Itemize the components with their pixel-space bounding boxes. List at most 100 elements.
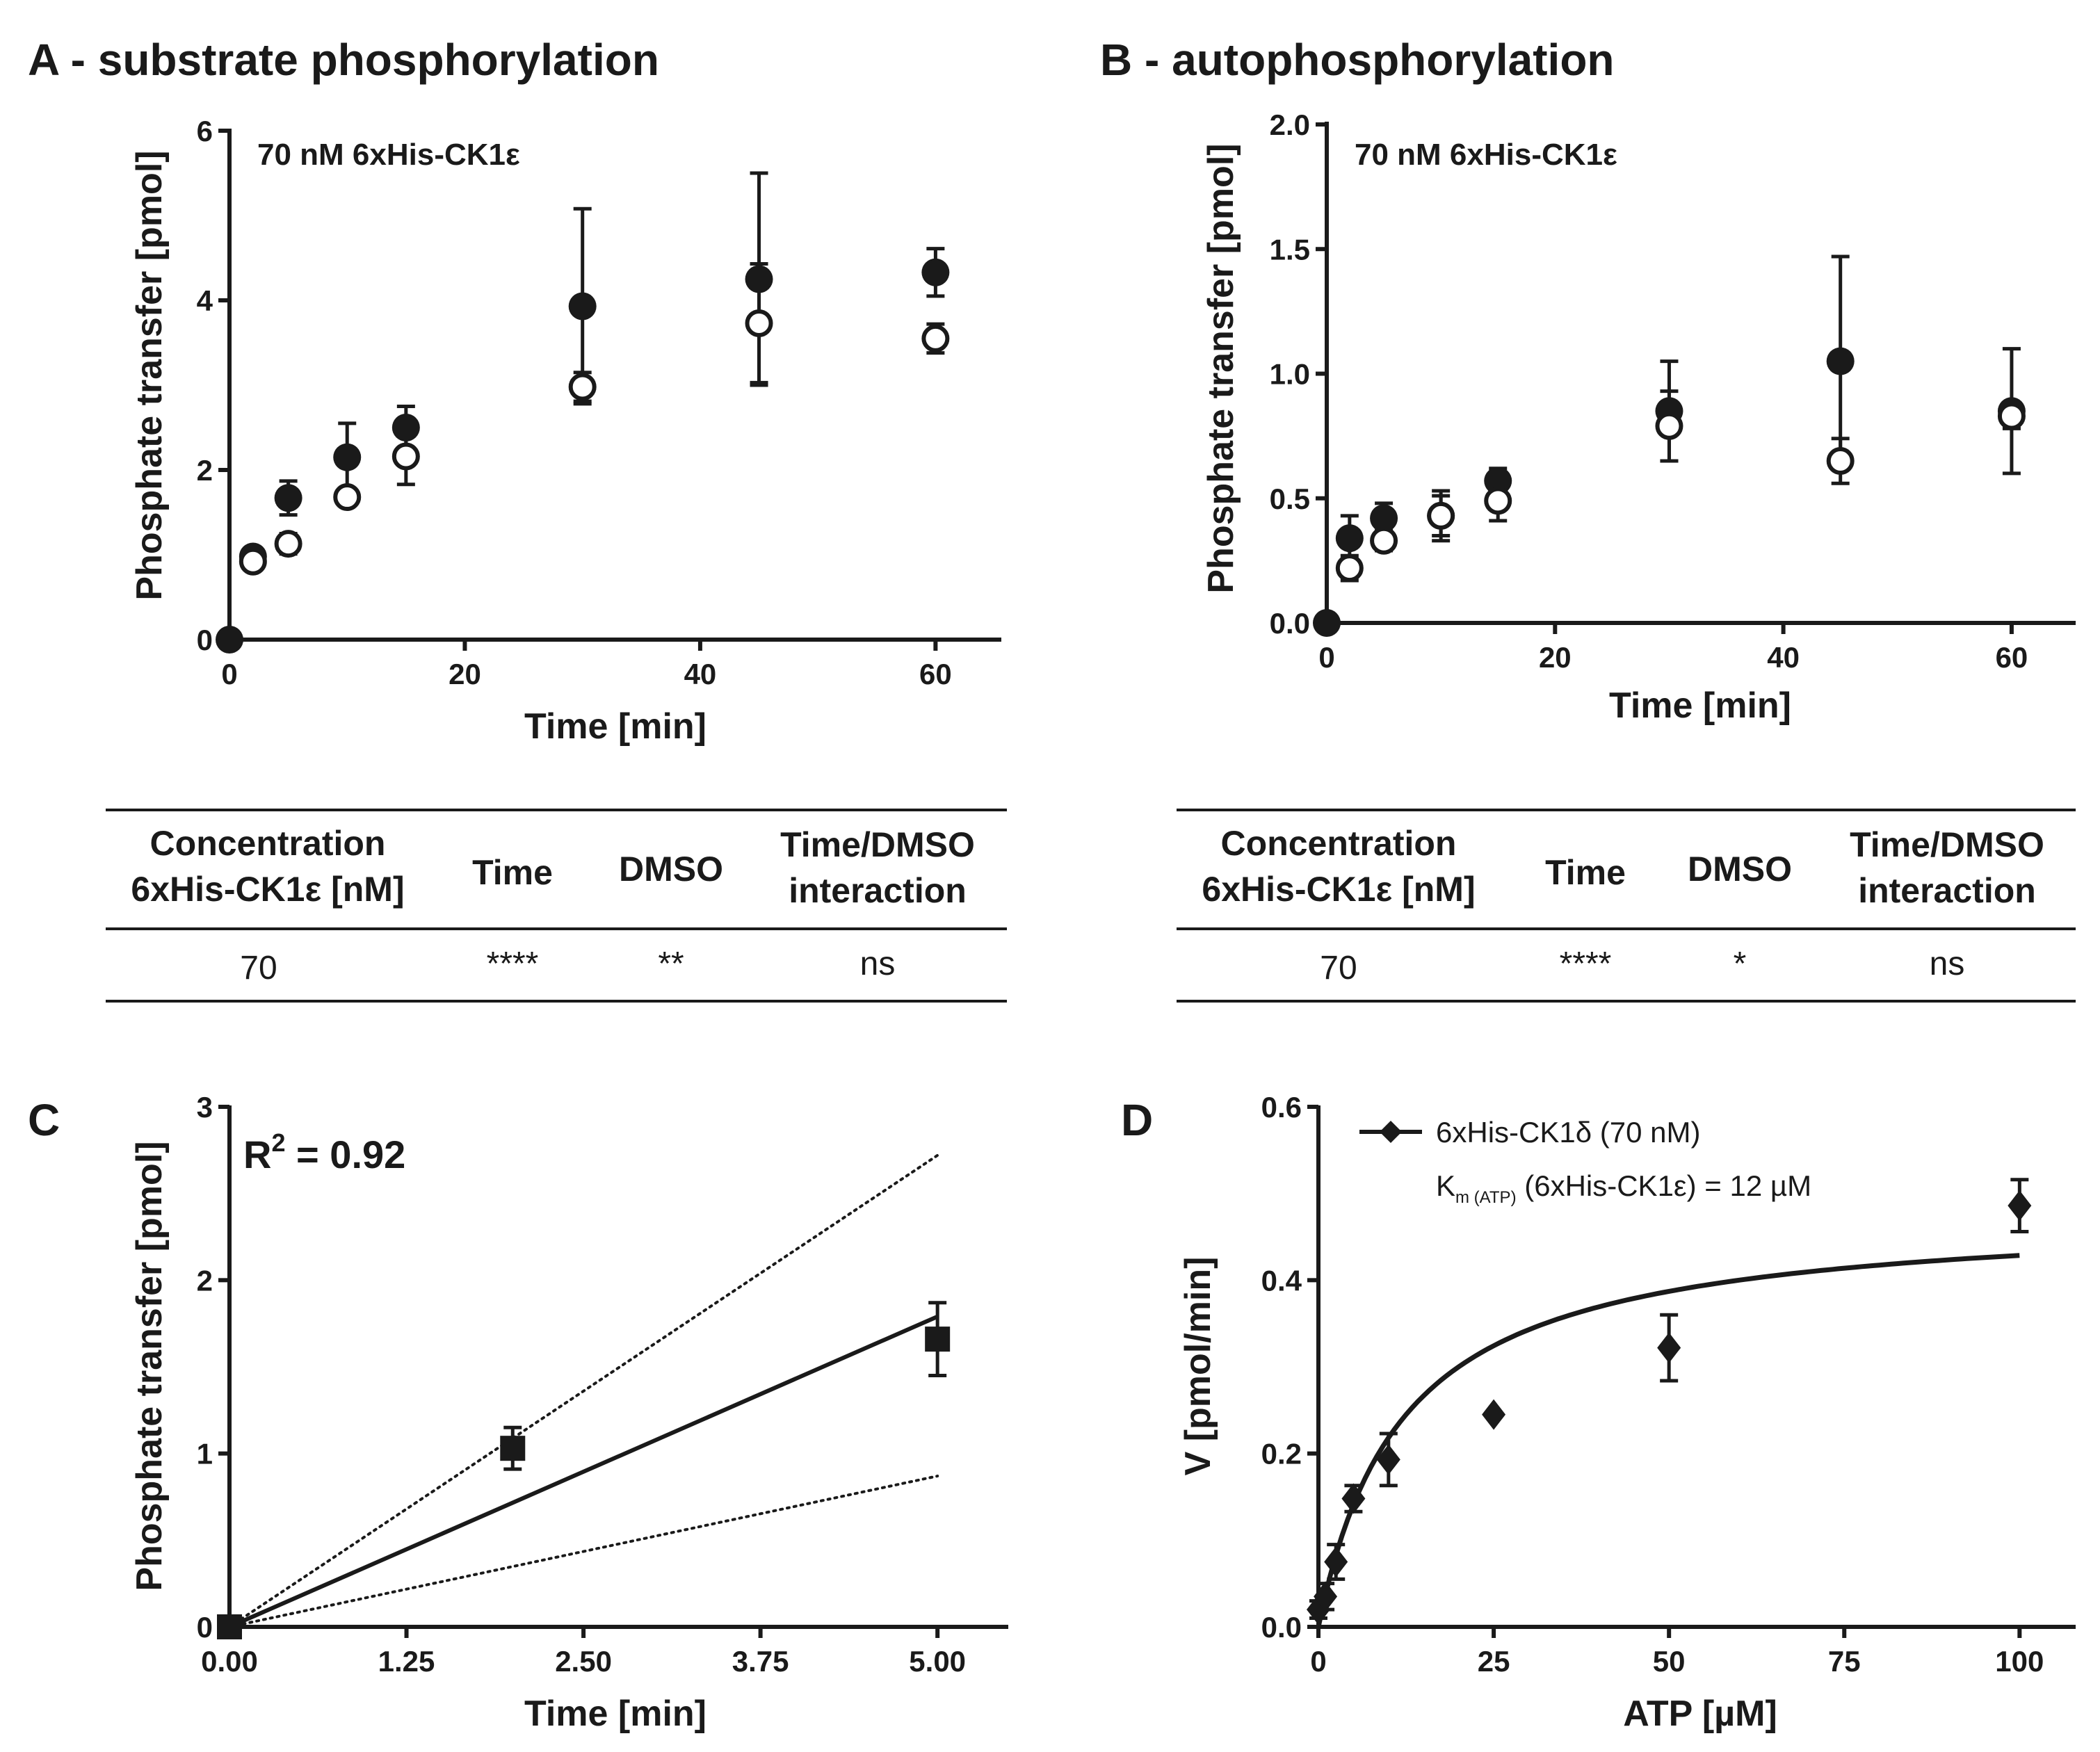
- table-b-cell-dmso: *: [1734, 946, 1747, 982]
- panel-d-axes: [1316, 1105, 2076, 1629]
- panel-d-fit-curve: [1316, 1253, 2020, 1628]
- panel-c-point-data: [925, 1327, 951, 1352]
- panel-c-fit-line: [228, 1314, 939, 1629]
- panel-b-point-open: [1335, 554, 1364, 583]
- table-a-cell-time: ****: [487, 946, 539, 982]
- table-b-cell-time: ****: [1560, 946, 1612, 982]
- panel-b-point-filled: [1313, 609, 1341, 637]
- panel-c-y-tick-label: 0: [197, 1611, 213, 1644]
- panel-d-point-6xhis-ck1-70-nm-: [1482, 1399, 1506, 1430]
- table-a-header-interaction-1: Time/DMSO: [780, 825, 975, 864]
- panel-b-y-label: Phosphate transfer [pmol]: [1201, 143, 1241, 593]
- panel-a-y-tick-label: 4: [197, 284, 213, 317]
- panel-a-y-label: Phosphate transfer [pmol]: [129, 150, 170, 600]
- panel-b-x-label: Time [min]: [1609, 686, 1791, 726]
- panel-c-y-tick-label: 2: [197, 1264, 213, 1297]
- table-b-header-dmso: DMSO: [1688, 850, 1792, 889]
- panel-c-r-superscript: 2: [271, 1128, 285, 1157]
- panel-a-point-open: [333, 483, 362, 512]
- panel-a-point-filled: [333, 443, 362, 471]
- legend-diamond-icon: [1380, 1121, 1402, 1143]
- panel-b-axes: [1325, 122, 2076, 625]
- table-b-header-interaction-1: Time/DMSO: [1850, 825, 2044, 864]
- panel-a-plot: 0 20 40 60 0 2 4 6: [197, 115, 952, 690]
- table-b-cell-concentration: 70: [1320, 950, 1357, 987]
- panel-d-x-tick-label: 25: [1478, 1645, 1510, 1678]
- panel-a: A - substrate phosphorylation 0 20 40 60 0 2 4…: [28, 35, 1001, 747]
- panel-a-point-open: [921, 324, 950, 352]
- legend-km-subscript: m (ATP): [1455, 1188, 1517, 1207]
- panel-a-inner-label: 70 nM 6xHis-CK1ε: [257, 138, 520, 172]
- panel-c-axes: [227, 1105, 1008, 1629]
- panel-b-title: B - autophosphorylation: [1100, 35, 1615, 85]
- panel-a-y-tick-label: 6: [197, 115, 213, 147]
- panel-a-point-open: [745, 309, 773, 337]
- table-a-header-concentration-1: Concentration: [150, 824, 386, 863]
- panel-c-r-squared: R2 = 0.92: [243, 1128, 405, 1176]
- panel-d-letter: D: [1121, 1095, 1153, 1145]
- panel-b-y-tick-label: 0.5: [1270, 482, 1310, 515]
- panel-d: D 0 25 50 75 100 0.0 0.2 0.4 0.6 6xHis-CK1δ (70 …: [1121, 1091, 2076, 1734]
- legend-km-rest: (6xHis-CK1ε) = 12 µM: [1517, 1169, 1812, 1202]
- panel-b-x-tick-label: 40: [1767, 641, 1800, 674]
- legend-km-text: Km (ATP) (6xHis-CK1ε) = 12 µM: [1436, 1169, 1811, 1207]
- legend-km-k: K: [1436, 1169, 1455, 1202]
- panel-d-point-6xhis-ck1-70-nm-: [1341, 1483, 1366, 1514]
- panel-b-y-tick-label: 1.0: [1270, 358, 1310, 391]
- panel-a-x-tick-label: 0: [221, 658, 237, 690]
- panel-a-y-tick-label: 0: [197, 624, 213, 656]
- panel-d-x-tick-label: 100: [1995, 1645, 2044, 1678]
- panel-d-y-tick-label: 0.2: [1261, 1438, 1302, 1470]
- panel-b-y-tick-label: 2.0: [1270, 108, 1310, 141]
- panel-b-y-tick-label: 1.5: [1270, 233, 1310, 266]
- panel-c-y-tick-label: 1: [197, 1438, 213, 1470]
- panel-d-point-6xhis-ck1-70-nm-: [2008, 1190, 2032, 1222]
- panel-c-point-data: [217, 1614, 242, 1639]
- table-a-header-dmso: DMSO: [619, 850, 723, 889]
- panel-c-x-tick-label: 2.50: [555, 1645, 612, 1678]
- panel-b-x-tick-label: 60: [1996, 641, 2028, 674]
- panel-d-plot: 0 25 50 75 100 0.0 0.2 0.4 0.6: [1261, 1091, 2044, 1678]
- table-b-cell-interaction: ns: [1930, 946, 1965, 982]
- panel-a-point-filled: [568, 292, 597, 321]
- panel-c-ci-upper-line: [228, 1153, 939, 1628]
- panel-d-legend: 6xHis-CK1δ (70 nM) Km (ATP) (6xHis-CK1ε)…: [1359, 1116, 1811, 1207]
- panel-a-x-tick-label: 60: [919, 658, 952, 690]
- table-b-header-concentration-1: Concentration: [1221, 824, 1457, 863]
- panel-b-plot: 0 20 40 60 0.0 0.5 1.0 1.5 2.0: [1270, 108, 2028, 674]
- panel-b-y-tick-label: 0.0: [1270, 607, 1310, 640]
- panel-d-point-6xhis-ck1-70-nm-: [1376, 1444, 1400, 1475]
- panel-c-y-label: Phosphate transfer [pmol]: [129, 1141, 170, 1591]
- panel-c-plot: 0.00 1.25 2.50 3.75 5.00 0 1 2 3: [197, 1091, 966, 1678]
- panel-a-y-tick-label: 2: [197, 454, 213, 487]
- panel-c-r-value: = 0.92: [285, 1133, 405, 1176]
- panel-d-x-tick-label: 50: [1653, 1645, 1686, 1678]
- table-a-cell-dmso: **: [658, 946, 684, 982]
- table-b-header-interaction-2: interaction: [1858, 871, 2036, 910]
- panel-a-point-filled: [274, 484, 302, 512]
- panel-b: B - autophosphorylation 0 20 40 60 0.0 0.5 1.0…: [1100, 35, 2076, 726]
- table-b-header-time: Time: [1545, 853, 1626, 892]
- panel-b-point-filled: [1826, 347, 1855, 375]
- panel-a-x-tick-label: 40: [684, 658, 717, 690]
- panel-b-point-open: [1826, 446, 1855, 475]
- panel-a-axes: [227, 129, 1001, 642]
- panel-d-point-6xhis-ck1-70-nm-: [1324, 1546, 1348, 1577]
- legend-series-label: 6xHis-CK1δ (70 nM): [1436, 1116, 1700, 1149]
- panel-a-point-filled: [216, 626, 243, 654]
- panel-c-point-data: [500, 1436, 526, 1461]
- table-a-header-time: Time: [472, 853, 553, 892]
- panel-a-point-open: [274, 530, 302, 558]
- panel-d-x-tick-label: 75: [1828, 1645, 1861, 1678]
- table-a-cell-concentration: 70: [240, 950, 277, 987]
- panel-b-point-filled: [1335, 524, 1364, 553]
- panel-a-point-open: [391, 442, 420, 471]
- panel-c-x-label: Time [min]: [524, 1694, 706, 1734]
- panel-d-y-tick-label: 0.6: [1261, 1091, 1302, 1124]
- panel-c-x-tick-label: 5.00: [909, 1645, 966, 1678]
- panel-d-x-tick-label: 0: [1310, 1645, 1326, 1678]
- panel-b-point-open: [1997, 402, 2026, 430]
- panel-d-x-label: ATP [µM]: [1623, 1694, 1777, 1734]
